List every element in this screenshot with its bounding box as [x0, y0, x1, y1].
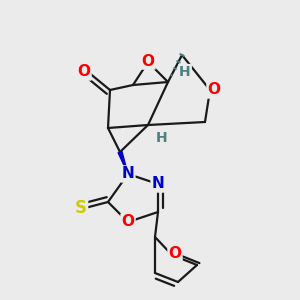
Text: O: O	[77, 64, 91, 80]
Text: O: O	[169, 247, 182, 262]
Polygon shape	[118, 151, 128, 174]
Text: H: H	[156, 131, 168, 145]
Text: H: H	[179, 65, 191, 79]
Text: N: N	[122, 167, 134, 182]
Text: N: N	[152, 176, 164, 191]
Text: O: O	[142, 53, 154, 68]
Text: S: S	[75, 199, 87, 217]
Text: O: O	[122, 214, 134, 230]
Text: O: O	[208, 82, 220, 98]
